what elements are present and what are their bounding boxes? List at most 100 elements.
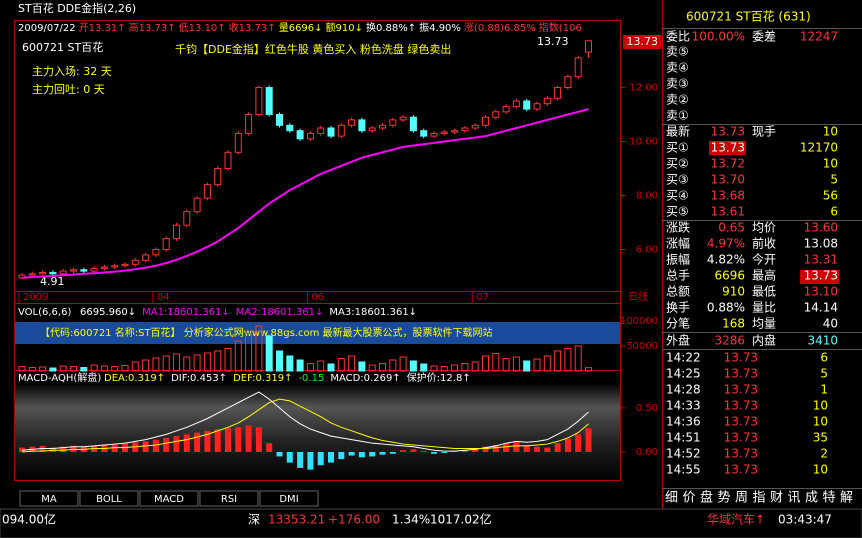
candle-body [265, 87, 273, 115]
candle-body [183, 211, 191, 226]
period-label: 日线 [628, 290, 648, 303]
candle-body [90, 267, 98, 272]
macd-bar [276, 452, 283, 457]
legend-text: MA1:18601.361↓ [142, 307, 230, 318]
volume-bar [255, 325, 263, 372]
candle-body [162, 238, 170, 250]
tab-label[interactable]: DMI [279, 494, 298, 505]
candle-body [224, 151, 232, 170]
quote-tab[interactable]: 周 [735, 491, 748, 506]
candle-body [131, 259, 139, 265]
quote-tab[interactable]: 讯 [788, 491, 801, 506]
tick-price: 13.73 [724, 415, 758, 429]
candle-body [543, 97, 551, 105]
tick-price: 13.73 [724, 447, 758, 461]
tab-label[interactable]: MA [41, 494, 57, 505]
tick-time: 14:33 [666, 399, 701, 413]
macd-bar [523, 444, 530, 452]
candle-body [70, 269, 77, 272]
volume-bar [131, 361, 139, 372]
bid-price: 13.73 [711, 141, 745, 155]
macd-bar [554, 443, 561, 452]
tick-price: 13.73 [724, 351, 758, 365]
status-text: 1.34% [392, 513, 430, 527]
quote-tab[interactable]: 财 [770, 491, 783, 506]
macd-bar [255, 427, 262, 452]
x-tick-label: 2009 [23, 292, 48, 303]
quote-tab[interactable]: 势 [718, 490, 731, 506]
quote-tab[interactable]: 成 [805, 491, 818, 506]
candle-body [585, 40, 592, 53]
highlight [709, 141, 746, 155]
candle-body [399, 116, 407, 121]
volume-bar [224, 348, 232, 372]
tab-label[interactable]: MACD [154, 494, 184, 505]
quote-tab[interactable]: 指 [753, 491, 766, 506]
legend-text: 振4.90% [419, 21, 461, 34]
tick-volume: 6 [820, 351, 828, 365]
macd-bar [266, 443, 273, 452]
tick-time: 14:51 [666, 431, 701, 445]
tab-label[interactable]: RSI [221, 494, 237, 505]
macd-bar [492, 444, 499, 452]
quote-cell: 4.82% [707, 253, 745, 267]
tab-label[interactable]: BOLL [96, 494, 122, 505]
tick-volume: 10 [813, 415, 828, 429]
bid-volume: 5 [830, 173, 838, 187]
quote-cell: 最新 [666, 124, 690, 139]
quote-tab[interactable]: 价 [683, 491, 696, 506]
macd-bar [575, 434, 582, 452]
legend-text: MA3:18601.361↓ [329, 307, 417, 318]
macd-bar [60, 446, 67, 452]
quote-cell: 0.88% [707, 301, 745, 315]
tick-volume: 5 [820, 367, 828, 381]
status-text: +176.00 [328, 513, 380, 527]
macd-bar [214, 429, 221, 452]
candle-body [306, 132, 314, 140]
ma-line [21, 108, 589, 279]
volume-bar [440, 366, 448, 372]
tick-time: 14:36 [666, 415, 701, 429]
banner-background [14, 322, 620, 344]
volume-bar [142, 359, 150, 372]
bid-label: 买③ [666, 173, 689, 187]
macd-bar [503, 443, 510, 452]
macd-bar [369, 452, 376, 457]
tick-price: 13.73 [724, 383, 758, 397]
quote-tab[interactable]: 解 [840, 491, 853, 506]
volume-bar [286, 355, 294, 372]
quote-tab[interactable]: 盘 [700, 490, 713, 506]
quote-cell: 总额 [666, 285, 690, 299]
macd-bar [328, 452, 334, 463]
bid-price: 13.70 [711, 173, 745, 187]
legend-text: 高13.73↑ [129, 21, 176, 34]
bid-price: 13.68 [711, 189, 745, 203]
quote-cell: 前收 [752, 236, 776, 251]
volume-bar [420, 363, 428, 372]
macd-bar [317, 452, 324, 466]
candle-body [358, 119, 366, 132]
last-price-box [623, 35, 661, 49]
quote-tab[interactable]: 特 [823, 491, 836, 506]
tick-time: 14:25 [666, 367, 701, 381]
tick-volume: 1 [820, 383, 828, 397]
candle-body [389, 119, 397, 126]
tick-time: 14:52 [666, 447, 701, 461]
candle-body [203, 184, 211, 199]
quote-cell: 委比 [666, 30, 690, 44]
candle-body [337, 124, 345, 137]
legend-text: -0.15 [298, 373, 324, 384]
legend-text: 收13.73↑ [229, 21, 276, 34]
macd-bar [461, 450, 468, 452]
quote-tab[interactable]: 细 [665, 491, 678, 506]
tick-price: 13.73 [724, 367, 758, 381]
quote-cell: 13.31 [804, 253, 838, 267]
legend-text: DEA:0.319↑ [104, 373, 165, 384]
candle-body [502, 105, 510, 113]
macd-title: MACD-AQH(解盘) [18, 371, 101, 384]
quote-cell: 14.14 [804, 301, 838, 315]
status-text: 华域汽车↑ [707, 512, 765, 527]
volume-bar [296, 359, 304, 372]
candle-body [121, 263, 129, 267]
bid-label: 买④ [666, 189, 689, 203]
